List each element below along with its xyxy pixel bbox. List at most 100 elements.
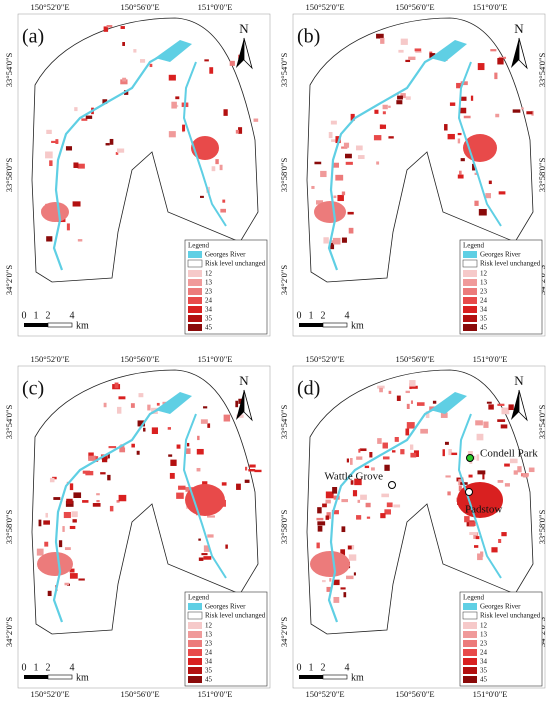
legend-title: Legend <box>463 594 484 602</box>
risk-patch <box>49 477 55 483</box>
risk-patch <box>333 195 337 199</box>
risk-patch <box>393 504 401 508</box>
longitude-label: 151°0'0"E <box>198 354 233 364</box>
legend-label: 45 <box>205 676 213 684</box>
risk-patch <box>382 442 388 449</box>
risk-patch <box>364 465 370 469</box>
longitude-label: 150°56'0"E <box>395 689 434 699</box>
legend-swatch <box>463 631 477 638</box>
legend-label: 24 <box>480 649 488 657</box>
risk-patch <box>458 479 464 486</box>
risk-patch <box>521 107 524 110</box>
risk-patch <box>74 107 78 112</box>
risk-patch <box>69 525 76 530</box>
place-label: Padstow <box>465 504 502 516</box>
longitude-label: 151°0'0"E <box>473 354 508 364</box>
risk-patch <box>71 511 78 518</box>
risk-patch <box>405 428 410 436</box>
latitude-label: 33°58'0"S <box>279 158 289 193</box>
risk-patch <box>77 239 83 242</box>
risk-patch <box>109 138 114 145</box>
risk-patch <box>360 494 367 500</box>
risk-patch <box>169 472 175 479</box>
latitude-label: 33°54'0"S <box>279 53 289 88</box>
map-panel: 150°52'0"E 150°52'0"E 150°56'0"E 150°56'0"E… <box>4 354 271 699</box>
risk-patch <box>38 519 42 527</box>
legend-swatch <box>188 631 202 638</box>
legend-swatch <box>463 640 477 647</box>
legend-label: 35 <box>205 667 213 675</box>
risk-patch <box>105 143 110 146</box>
north-label: N <box>514 21 524 36</box>
risk-patch <box>348 554 357 561</box>
risk-patch <box>317 521 326 526</box>
risk-patch <box>468 521 476 527</box>
risk-patch <box>92 503 101 507</box>
legend-label: Georges River <box>205 603 246 611</box>
north-label: N <box>239 21 249 36</box>
risk-patch <box>377 385 385 389</box>
latitude-label: 34°2'0"S <box>279 265 289 295</box>
risk-patch <box>168 131 176 138</box>
panel-label: (c) <box>22 378 44 400</box>
legend-label: 45 <box>480 676 488 684</box>
longitude-label: 150°56'0"E <box>395 2 434 12</box>
map-panel: 150°52'0"E 150°52'0"E 150°56'0"E 150°56'0"E… <box>279 354 547 699</box>
legend-swatch <box>463 622 477 629</box>
risk-patch <box>497 419 506 422</box>
legend-swatch <box>462 611 478 620</box>
risk-patch <box>396 100 403 105</box>
risk-patch <box>379 124 383 130</box>
risk-patch <box>460 81 468 86</box>
risk-patch <box>198 557 204 561</box>
risk-patch <box>185 506 189 509</box>
risk-patch <box>513 470 518 475</box>
risk-patch <box>116 148 125 153</box>
legend-swatch <box>463 270 477 277</box>
risk-patch <box>447 133 455 140</box>
risk-patch <box>391 450 396 453</box>
risk-patch <box>170 459 177 466</box>
risk-patch <box>409 380 416 387</box>
scale-label: 0 <box>22 662 27 673</box>
risk-patch <box>72 519 77 523</box>
risk-patch <box>77 163 85 169</box>
north-arrow <box>243 389 253 422</box>
risk-patch <box>320 170 327 178</box>
georges-river <box>430 392 467 414</box>
risk-patch <box>316 542 320 549</box>
panel-label: (d) <box>297 378 320 400</box>
risk-patch <box>115 152 119 155</box>
scale-bar <box>299 675 323 679</box>
risk-patch <box>357 155 365 160</box>
risk-patch <box>420 428 428 434</box>
legend-swatch <box>463 306 477 313</box>
risk-patch <box>343 142 350 148</box>
scale-bar <box>47 322 73 328</box>
risk-patch <box>332 162 340 168</box>
risk-patch <box>405 96 411 100</box>
legend-swatch <box>188 279 202 286</box>
longitude-label: 151°0'0"E <box>198 689 233 699</box>
risk-patch <box>380 37 385 44</box>
risk-patch <box>504 463 510 467</box>
risk-patch <box>445 475 451 478</box>
study-area-outline <box>31 17 259 283</box>
scale-label: 1 <box>34 310 39 321</box>
risk-patch <box>235 400 239 408</box>
legend-label: 13 <box>205 279 213 287</box>
risk-patch <box>504 483 510 487</box>
risk-patch <box>325 515 329 520</box>
legend-label: 35 <box>205 315 213 323</box>
risk-patch <box>66 223 70 231</box>
risk-patch <box>456 82 462 89</box>
risk-patch <box>81 118 88 121</box>
scale-label: 1 <box>309 310 314 321</box>
legend-swatch <box>188 324 202 331</box>
risk-patch <box>131 443 135 448</box>
risk-patch <box>498 56 507 59</box>
risk-patch <box>122 42 126 46</box>
risk-patch <box>69 568 75 573</box>
risk-patch <box>328 131 333 139</box>
legend-swatch <box>188 288 202 295</box>
